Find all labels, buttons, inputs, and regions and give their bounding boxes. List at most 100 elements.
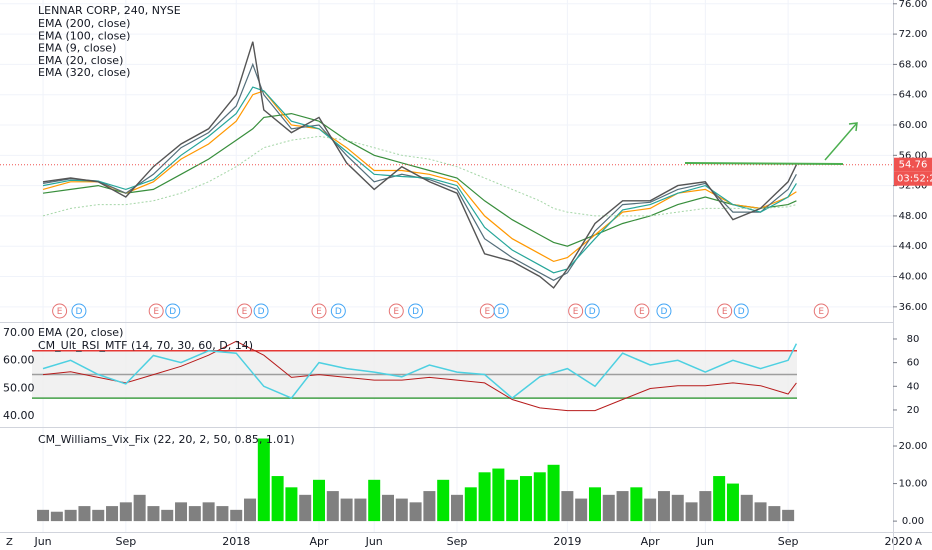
y-tick-label: 72.00: [899, 29, 928, 40]
bar: [368, 479, 381, 522]
x-tick-label: Apr: [641, 535, 661, 548]
bar: [78, 506, 91, 522]
bar: [450, 494, 463, 522]
bar: [602, 494, 615, 522]
event-label: E: [484, 307, 490, 317]
bar: [671, 494, 684, 522]
bar: [161, 509, 174, 522]
y-tick-label: 56.00: [899, 150, 928, 161]
x-tick-label: Sep: [447, 535, 468, 548]
event-label: E: [393, 307, 399, 317]
event-label: E: [242, 307, 248, 317]
event-label: D: [498, 307, 505, 317]
bar: [381, 494, 394, 522]
bar: [685, 502, 698, 522]
x-tick-label: 2020: [885, 535, 913, 548]
y-tick-label: 76.00: [899, 0, 928, 10]
bar: [561, 491, 574, 522]
event-label: D: [412, 307, 419, 317]
event-label: E: [316, 307, 322, 317]
bar: [37, 509, 50, 522]
bar: [257, 438, 270, 522]
y-tick-label: 64.00: [899, 90, 928, 101]
x-tick-label: Jun: [365, 535, 383, 548]
y-tick-label: 40.00: [3, 409, 35, 422]
bar: [340, 498, 353, 522]
indicator-line: [42, 340, 797, 412]
y-tick-label: 10.00: [899, 479, 928, 490]
indicator-title: CM_Williams_Vix_Fix (22, 20, 2, 50, 0.85…: [38, 433, 295, 446]
ema-line: [42, 86, 797, 274]
y-tick-label: 60.00: [3, 354, 35, 367]
event-label: E: [57, 307, 63, 317]
event-label: D: [169, 307, 176, 317]
y-tick-label: 60.00: [899, 120, 928, 131]
event-label: E: [818, 307, 824, 317]
zoom-button[interactable]: Z: [6, 537, 13, 548]
y-tick-label: 70.00: [3, 326, 35, 339]
event-marker: [236, 303, 252, 319]
bar: [547, 464, 560, 522]
bar: [395, 498, 408, 522]
bar: [726, 483, 739, 522]
auto-button[interactable]: A: [915, 537, 922, 548]
bar: [506, 479, 519, 522]
x-tick-label: Jun: [696, 535, 714, 548]
y2-tick-label: 40: [907, 381, 920, 392]
bar: [782, 509, 795, 522]
event-marker: [493, 303, 509, 319]
event-label: D: [335, 307, 342, 317]
legend-entry: EMA (200, close): [38, 17, 130, 30]
legend-entry: EMA (20, close): [38, 326, 123, 339]
bar: [657, 491, 670, 522]
bar: [64, 509, 77, 522]
event-marker: [253, 303, 269, 319]
bar: [644, 498, 657, 522]
legend-entry: EMA (100, close): [38, 29, 130, 42]
y-tick-label: 68.00: [899, 59, 928, 70]
event-label: D: [738, 307, 745, 317]
bar: [326, 491, 339, 522]
countdown-label: 03:52:2: [897, 174, 932, 185]
ema-line: [42, 62, 797, 281]
bar: [313, 479, 326, 522]
bar: [478, 472, 491, 522]
event-marker: [568, 303, 584, 319]
bar: [630, 487, 643, 522]
legend-entry: EMA (9, close): [38, 42, 116, 55]
bar: [230, 509, 243, 522]
bar: [616, 491, 629, 522]
x-tick-label: 2019: [553, 535, 581, 548]
y2-tick-label: 60: [907, 358, 920, 369]
bar: [106, 506, 119, 522]
bar: [492, 468, 505, 522]
bar: [754, 502, 767, 522]
event-label: E: [573, 307, 579, 317]
event-marker: [813, 303, 829, 319]
event-label: E: [153, 307, 159, 317]
y-tick-label: 50.00: [3, 381, 35, 394]
event-marker: [717, 303, 733, 319]
bar: [354, 498, 367, 522]
event-marker: [148, 303, 164, 319]
bar: [464, 487, 477, 522]
bar: [768, 506, 781, 522]
bar: [533, 472, 546, 522]
price-axis: [893, 0, 932, 532]
indicator-line: [42, 343, 798, 400]
event-label: D: [660, 307, 667, 317]
bar: [699, 491, 712, 522]
bar: [575, 498, 588, 522]
bar: [519, 476, 532, 522]
y-tick-label: 36.00: [899, 302, 928, 313]
bar: [216, 506, 229, 522]
y-tick-label: 40.00: [899, 272, 928, 283]
bar: [244, 498, 257, 522]
event-marker: [330, 303, 346, 319]
bar: [175, 502, 188, 522]
event-marker: [634, 303, 650, 319]
x-tick-label: Sep: [115, 535, 136, 548]
legend-entry: CM_Ult_RSI_MTF (14, 70, 30, 60, D, 14): [38, 339, 253, 352]
event-marker: [584, 303, 600, 319]
